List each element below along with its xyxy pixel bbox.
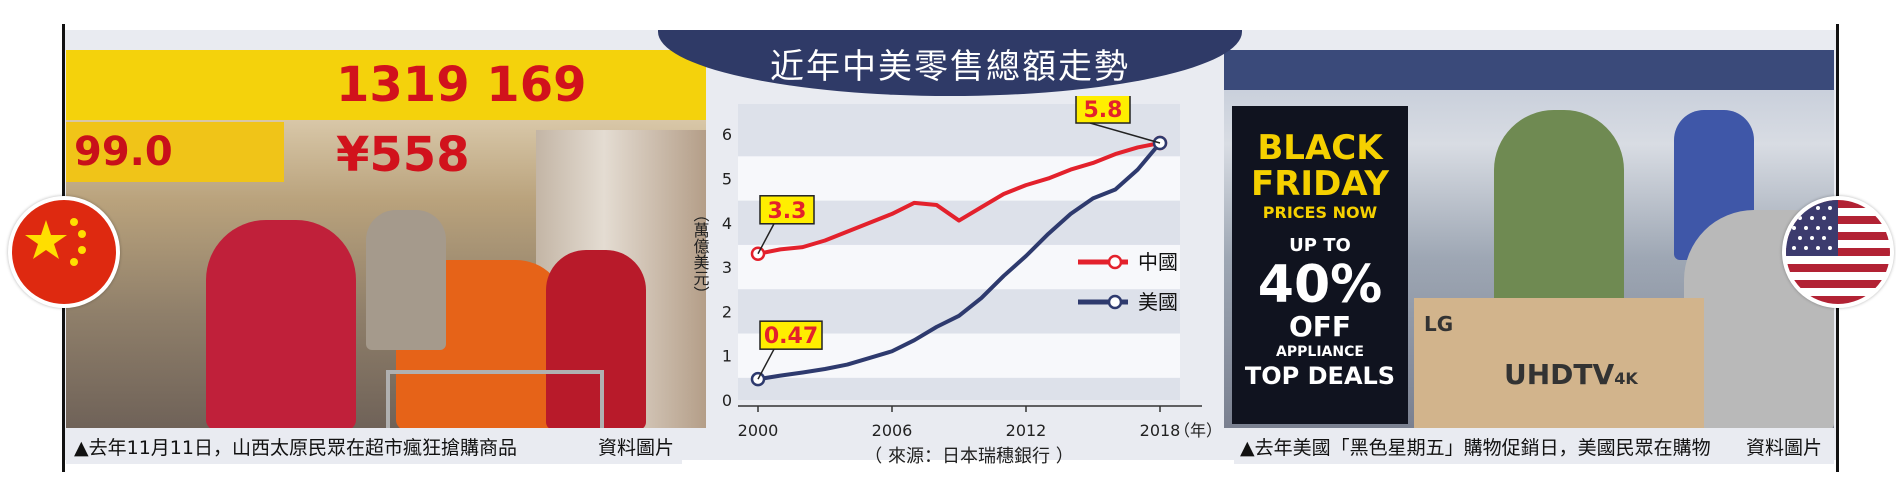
china-flag-icon	[8, 196, 120, 308]
callout-box	[759, 320, 823, 350]
y-tick-label: 1	[722, 347, 732, 366]
left-caption: ▲去年11月11日，山西太原民眾在超市瘋狂搶購商品	[74, 436, 517, 459]
sign-line-percent: 40%	[1257, 255, 1383, 315]
sign-line-friday: FRIDAY	[1251, 164, 1389, 204]
y-tick-label: 5	[722, 169, 732, 188]
price-small-sign: 99.0	[66, 122, 284, 182]
left-credit: 資料圖片	[597, 436, 674, 459]
tv-box-text: UHDTV	[1504, 358, 1615, 391]
callout-box	[759, 195, 815, 225]
x-axis-unit: （年）	[1174, 421, 1222, 440]
legend-swatch-marker	[1107, 294, 1123, 310]
sign-line-prices-now: PRICES NOW	[1262, 203, 1378, 222]
legend-label: 美國	[1138, 290, 1178, 314]
price-sign-text: 1319 169 ¥558	[336, 57, 587, 183]
x-tick-label: 2000	[738, 421, 779, 440]
series-line-china	[757, 141, 1161, 256]
shopper-red-coat	[206, 220, 356, 428]
series-line-usa	[757, 141, 1162, 382]
callout-label: 5.8	[1084, 98, 1123, 123]
legend-swatch-marker	[1107, 254, 1123, 270]
chart-title: 近年中美零售總額走勢	[770, 46, 1130, 87]
callout-label: 3.3	[768, 199, 807, 224]
left-photo-supermarket: 1319 169 ¥558 99.0	[66, 50, 706, 428]
x-tick-label: 2018	[1140, 421, 1181, 440]
right-caption-bar: ▲去年美國「黑色星期五」購物促銷日，美國民眾在購物 資料圖片	[1234, 428, 1834, 464]
lg-tv-box: LG UHDTV4K	[1414, 298, 1704, 428]
y-tick-label: 3	[722, 258, 732, 277]
y-tick-label: 0	[722, 391, 732, 410]
legend-label: 中國	[1138, 250, 1178, 274]
usa-flag-icon	[1782, 196, 1894, 308]
callout-pointer	[1089, 122, 1161, 144]
y-tick-label: 4	[722, 214, 732, 233]
grid-band	[738, 244, 1180, 290]
sign-line-black: BLACK	[1257, 128, 1383, 168]
shopping-cart	[386, 370, 604, 428]
tv-box-brand: LG	[1424, 312, 1454, 336]
store-ceiling	[1224, 50, 1834, 90]
price-small-text: 99.0	[74, 129, 173, 175]
sign-line-appliance: APPLIANCE	[1276, 344, 1364, 360]
black-friday-sign: BLACK FRIDAY PRICES NOW UP TO 40% OFF AP…	[1232, 106, 1408, 424]
source-label: （ 來源：日本瑞穗銀行 ）	[864, 446, 1073, 467]
grid-band	[738, 156, 1180, 201]
left-caption-bar: ▲去年11月11日，山西太原民眾在超市瘋狂搶購商品 資料圖片	[66, 428, 682, 464]
sign-line-off: OFF	[1288, 310, 1352, 343]
callout-pointer	[757, 223, 775, 255]
x-tick-label: 2006	[872, 421, 913, 440]
right-credit: 資料圖片	[1745, 436, 1822, 459]
right-caption: ▲去年美國「黑色星期五」購物促銷日，美國民眾在購物	[1240, 436, 1711, 459]
callout-pointer	[757, 348, 775, 380]
tv-box-suffix: 4K	[1614, 369, 1638, 388]
x-tick-label: 2012	[1006, 421, 1047, 440]
sign-line-top-deals: TOP DEALS	[1244, 362, 1396, 390]
y-tick-label: 2	[722, 302, 732, 321]
retail-sales-line-chart: 0 1 2 3 4 5 6 2000 2006 2012 2018（年） （萬億美元） （ 來源：日本瑞…	[691, 96, 1222, 467]
shopper-red-left	[546, 250, 646, 428]
y-axis-label: （萬億美元）	[691, 206, 710, 302]
right-photo-store: BLACK FRIDAY PRICES NOW UP TO 40% OFF AP…	[1224, 50, 1834, 428]
callout-box	[1075, 96, 1131, 124]
tv-box-label: UHDTV4K	[1504, 358, 1638, 391]
price-sign-banner: 1319 169 ¥558	[66, 50, 706, 183]
shopper-gray	[366, 210, 446, 350]
y-tick-label: 6	[722, 125, 732, 144]
callout-label: 0.47	[764, 324, 818, 349]
sign-line-up-to: UP TO	[1289, 235, 1351, 256]
